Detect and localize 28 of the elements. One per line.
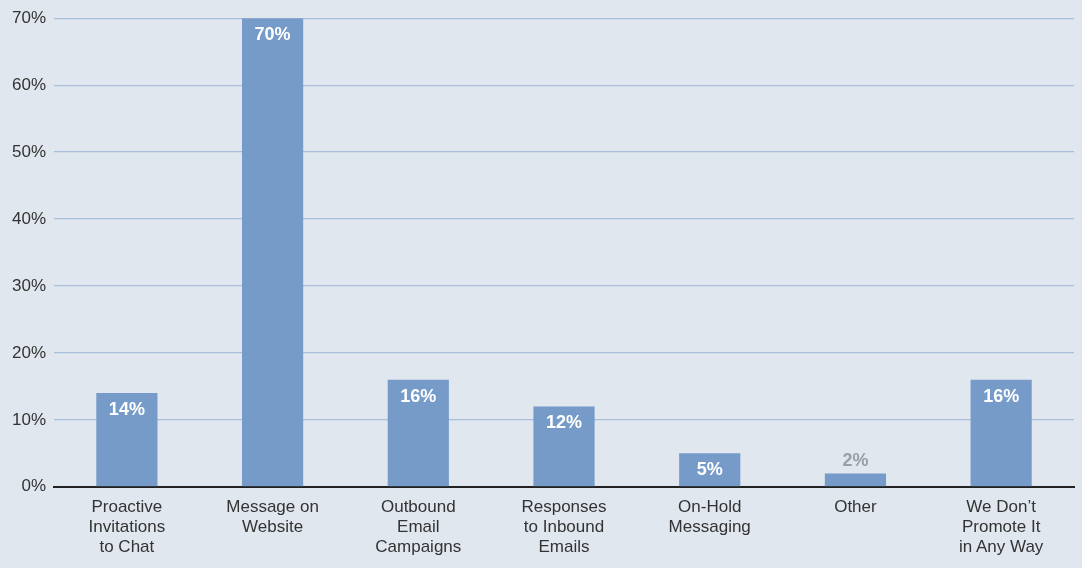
y-tick-label: 70% <box>11 7 47 27</box>
y-tick-label: 60% <box>11 74 47 94</box>
x-tick-label: We Don’t Promote It in Any Way <box>958 496 1044 557</box>
y-tick-label: 10% <box>11 409 47 429</box>
data-label: 70% <box>254 24 291 45</box>
y-tick-label: 50% <box>11 141 47 161</box>
x-tick-label: Other <box>834 496 878 516</box>
data-label: 2% <box>842 450 869 471</box>
bar <box>533 406 595 487</box>
x-tick-label: Responses to Inbound Emails <box>521 496 607 557</box>
bar <box>387 379 449 487</box>
data-label: 16% <box>983 385 1020 406</box>
y-tick-label: 0% <box>21 476 47 496</box>
x-tick-label: Outbound Email Campaigns <box>375 496 462 557</box>
bar <box>970 379 1032 487</box>
data-label: 16% <box>400 385 437 406</box>
bar <box>96 393 158 487</box>
data-label: 12% <box>546 412 583 433</box>
y-tick-label: 20% <box>11 342 47 362</box>
x-tick-label: Proactive Invitations to Chat <box>88 496 166 557</box>
bar <box>824 473 887 487</box>
y-tick-label: 30% <box>11 275 47 295</box>
x-tick-label: On-Hold Messaging <box>668 496 751 537</box>
data-label: 5% <box>696 459 723 480</box>
data-label: 14% <box>108 399 145 420</box>
bar <box>241 18 304 487</box>
x-tick-label: Message on Website <box>226 496 319 537</box>
y-tick-label: 40% <box>11 208 47 228</box>
